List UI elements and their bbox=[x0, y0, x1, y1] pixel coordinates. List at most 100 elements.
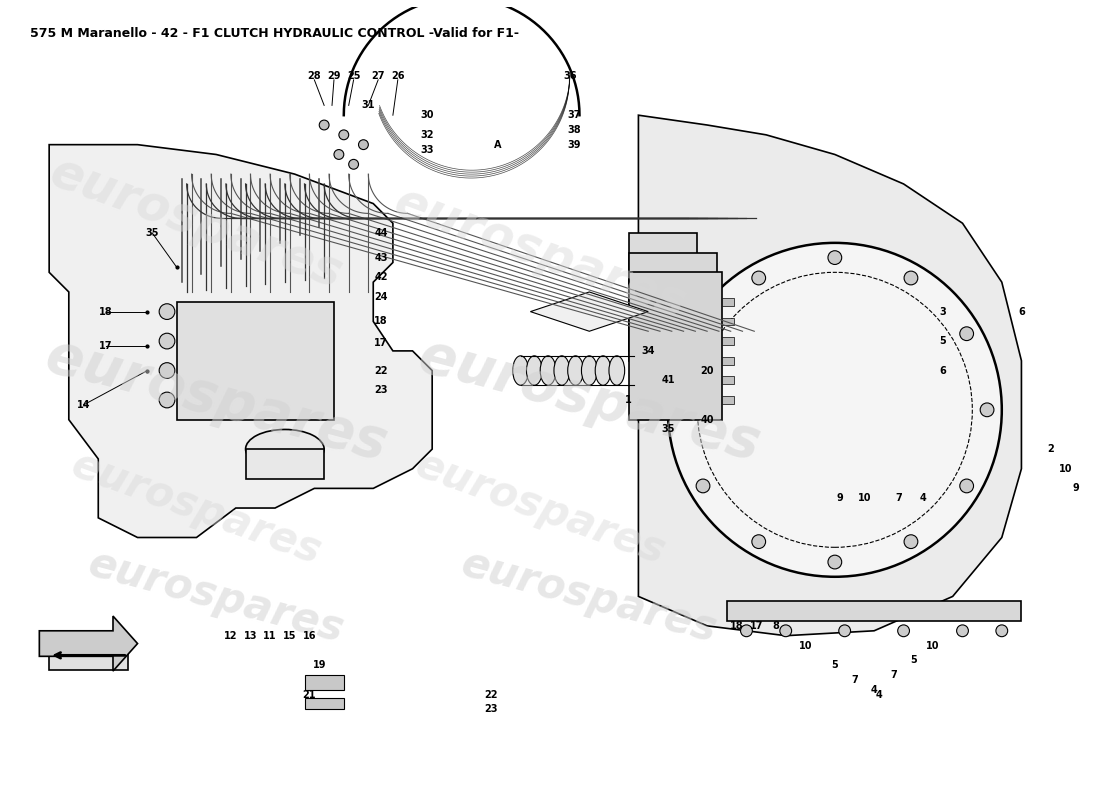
Text: 17: 17 bbox=[99, 341, 113, 351]
Polygon shape bbox=[50, 145, 432, 538]
Text: 19: 19 bbox=[312, 660, 326, 670]
Ellipse shape bbox=[527, 356, 542, 386]
Text: 7: 7 bbox=[890, 670, 898, 680]
Circle shape bbox=[740, 625, 752, 637]
Circle shape bbox=[898, 625, 910, 637]
Bar bbox=[722, 377, 734, 384]
Text: 26: 26 bbox=[392, 71, 405, 81]
Bar bbox=[722, 357, 734, 365]
Text: A: A bbox=[494, 140, 502, 150]
Circle shape bbox=[349, 159, 359, 170]
Circle shape bbox=[751, 534, 766, 549]
Bar bbox=[177, 302, 334, 420]
Bar bbox=[628, 272, 722, 420]
Ellipse shape bbox=[582, 356, 597, 386]
Ellipse shape bbox=[513, 356, 528, 386]
Circle shape bbox=[160, 392, 175, 408]
Circle shape bbox=[828, 555, 842, 569]
Bar bbox=[727, 602, 1022, 621]
Text: eurospares: eurospares bbox=[456, 542, 722, 650]
Text: 6: 6 bbox=[939, 366, 946, 375]
Circle shape bbox=[696, 479, 710, 493]
Text: 14: 14 bbox=[77, 400, 90, 410]
Circle shape bbox=[751, 271, 766, 285]
Text: 10: 10 bbox=[799, 641, 812, 650]
Text: 4: 4 bbox=[871, 685, 878, 694]
Text: 18: 18 bbox=[374, 317, 388, 326]
Text: 10: 10 bbox=[858, 494, 871, 503]
Bar bbox=[50, 641, 128, 670]
Text: 7: 7 bbox=[851, 675, 858, 685]
Text: 12: 12 bbox=[224, 630, 238, 641]
Text: 36: 36 bbox=[563, 71, 576, 81]
Bar bbox=[245, 449, 324, 478]
Circle shape bbox=[996, 625, 1008, 637]
Text: 9: 9 bbox=[1072, 483, 1079, 494]
Text: 16: 16 bbox=[302, 630, 316, 641]
Circle shape bbox=[780, 625, 792, 637]
Circle shape bbox=[359, 140, 369, 150]
Text: 33: 33 bbox=[420, 145, 434, 154]
Text: 34: 34 bbox=[641, 346, 654, 356]
Ellipse shape bbox=[540, 356, 556, 386]
Text: 11: 11 bbox=[263, 630, 277, 641]
Circle shape bbox=[160, 362, 175, 378]
Text: 38: 38 bbox=[568, 125, 582, 135]
Text: eurospares: eurospares bbox=[44, 148, 349, 298]
Text: 15: 15 bbox=[283, 630, 297, 641]
Text: 21: 21 bbox=[302, 690, 316, 700]
Text: 17: 17 bbox=[749, 621, 763, 631]
Text: eurospares: eurospares bbox=[66, 443, 328, 573]
Bar bbox=[305, 698, 344, 710]
Bar bbox=[628, 233, 697, 361]
Text: 6: 6 bbox=[1019, 306, 1025, 317]
Text: 17: 17 bbox=[374, 338, 388, 348]
Ellipse shape bbox=[595, 356, 610, 386]
Circle shape bbox=[904, 271, 917, 285]
Bar bbox=[722, 337, 734, 345]
Text: 40: 40 bbox=[701, 414, 714, 425]
Text: 23: 23 bbox=[374, 385, 388, 395]
Circle shape bbox=[668, 243, 1002, 577]
Ellipse shape bbox=[609, 356, 625, 386]
Circle shape bbox=[904, 534, 917, 549]
Ellipse shape bbox=[554, 356, 570, 386]
Circle shape bbox=[675, 403, 690, 417]
Text: 24: 24 bbox=[374, 292, 388, 302]
Circle shape bbox=[828, 250, 842, 265]
Circle shape bbox=[160, 334, 175, 349]
Text: eurospares: eurospares bbox=[40, 329, 393, 471]
Circle shape bbox=[334, 150, 344, 159]
Text: 10: 10 bbox=[1059, 464, 1072, 474]
Text: 44: 44 bbox=[374, 228, 388, 238]
Text: 22: 22 bbox=[484, 690, 498, 700]
Text: eurospares: eurospares bbox=[387, 178, 693, 328]
Circle shape bbox=[960, 327, 974, 341]
Text: 42: 42 bbox=[374, 272, 388, 282]
Text: 1: 1 bbox=[625, 395, 632, 405]
Text: 31: 31 bbox=[362, 100, 375, 110]
Text: eurospares: eurospares bbox=[409, 443, 671, 573]
Text: 22: 22 bbox=[374, 366, 388, 375]
Text: 41: 41 bbox=[661, 375, 674, 386]
Circle shape bbox=[696, 327, 710, 341]
Text: 28: 28 bbox=[308, 71, 321, 81]
Text: 35: 35 bbox=[145, 228, 160, 238]
Bar bbox=[722, 396, 734, 404]
Circle shape bbox=[960, 479, 974, 493]
Text: 5: 5 bbox=[910, 655, 916, 666]
Polygon shape bbox=[40, 616, 138, 671]
Ellipse shape bbox=[568, 356, 583, 386]
Text: 30: 30 bbox=[420, 110, 434, 120]
Polygon shape bbox=[638, 115, 1022, 636]
Bar bbox=[305, 675, 344, 690]
Text: 27: 27 bbox=[372, 71, 385, 81]
Polygon shape bbox=[530, 292, 648, 331]
Circle shape bbox=[160, 304, 175, 319]
Circle shape bbox=[839, 625, 850, 637]
Text: 18: 18 bbox=[99, 306, 113, 317]
Ellipse shape bbox=[245, 430, 324, 469]
Text: 32: 32 bbox=[420, 130, 434, 140]
Text: 23: 23 bbox=[484, 704, 498, 714]
Text: 7: 7 bbox=[895, 494, 902, 503]
